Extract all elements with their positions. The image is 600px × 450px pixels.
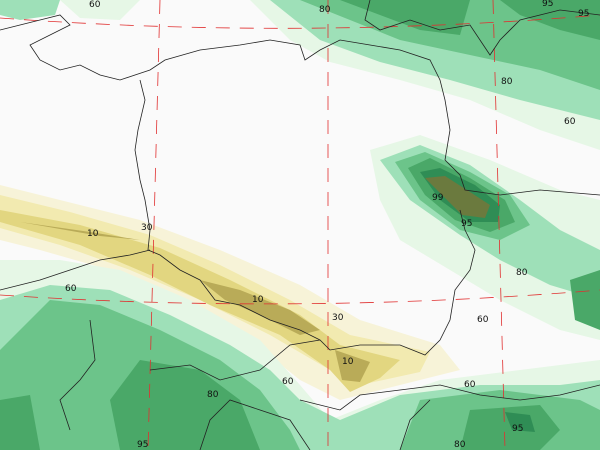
contour-label: 60 <box>464 380 476 390</box>
contour-label: 30 <box>141 223 153 233</box>
contour-label: 60 <box>564 117 576 127</box>
moist-field-north <box>0 0 600 150</box>
contour-label: 95 <box>461 219 472 229</box>
contour-label: 80 <box>207 390 219 400</box>
contour-label: 30 <box>332 313 344 323</box>
contour-label: 60 <box>65 284 77 294</box>
contour-label: 80 <box>319 5 331 15</box>
contour-labels: 60 80 95 95 80 60 99 95 10 30 60 80 10 6… <box>65 0 589 450</box>
moist-field-south <box>0 260 600 450</box>
contour-label: 80 <box>516 268 528 278</box>
contour-label: 10 <box>87 229 99 239</box>
contour-label: 60 <box>477 315 489 325</box>
contour-label: 95 <box>578 9 589 19</box>
contour-label: 80 <box>454 440 466 450</box>
moist-field-east <box>370 135 600 340</box>
contour-label: 80 <box>501 77 513 87</box>
dry-band <box>0 185 460 400</box>
contour-label: 10 <box>342 357 354 367</box>
contour-label: 95 <box>542 0 553 9</box>
contour-label: 10 <box>252 295 264 305</box>
contour-label: 60 <box>282 377 294 387</box>
contour-label: 99 <box>432 193 444 203</box>
contour-label: 95 <box>137 440 148 450</box>
contour-label: 60 <box>89 0 101 10</box>
contour-label: 95 <box>512 424 523 434</box>
